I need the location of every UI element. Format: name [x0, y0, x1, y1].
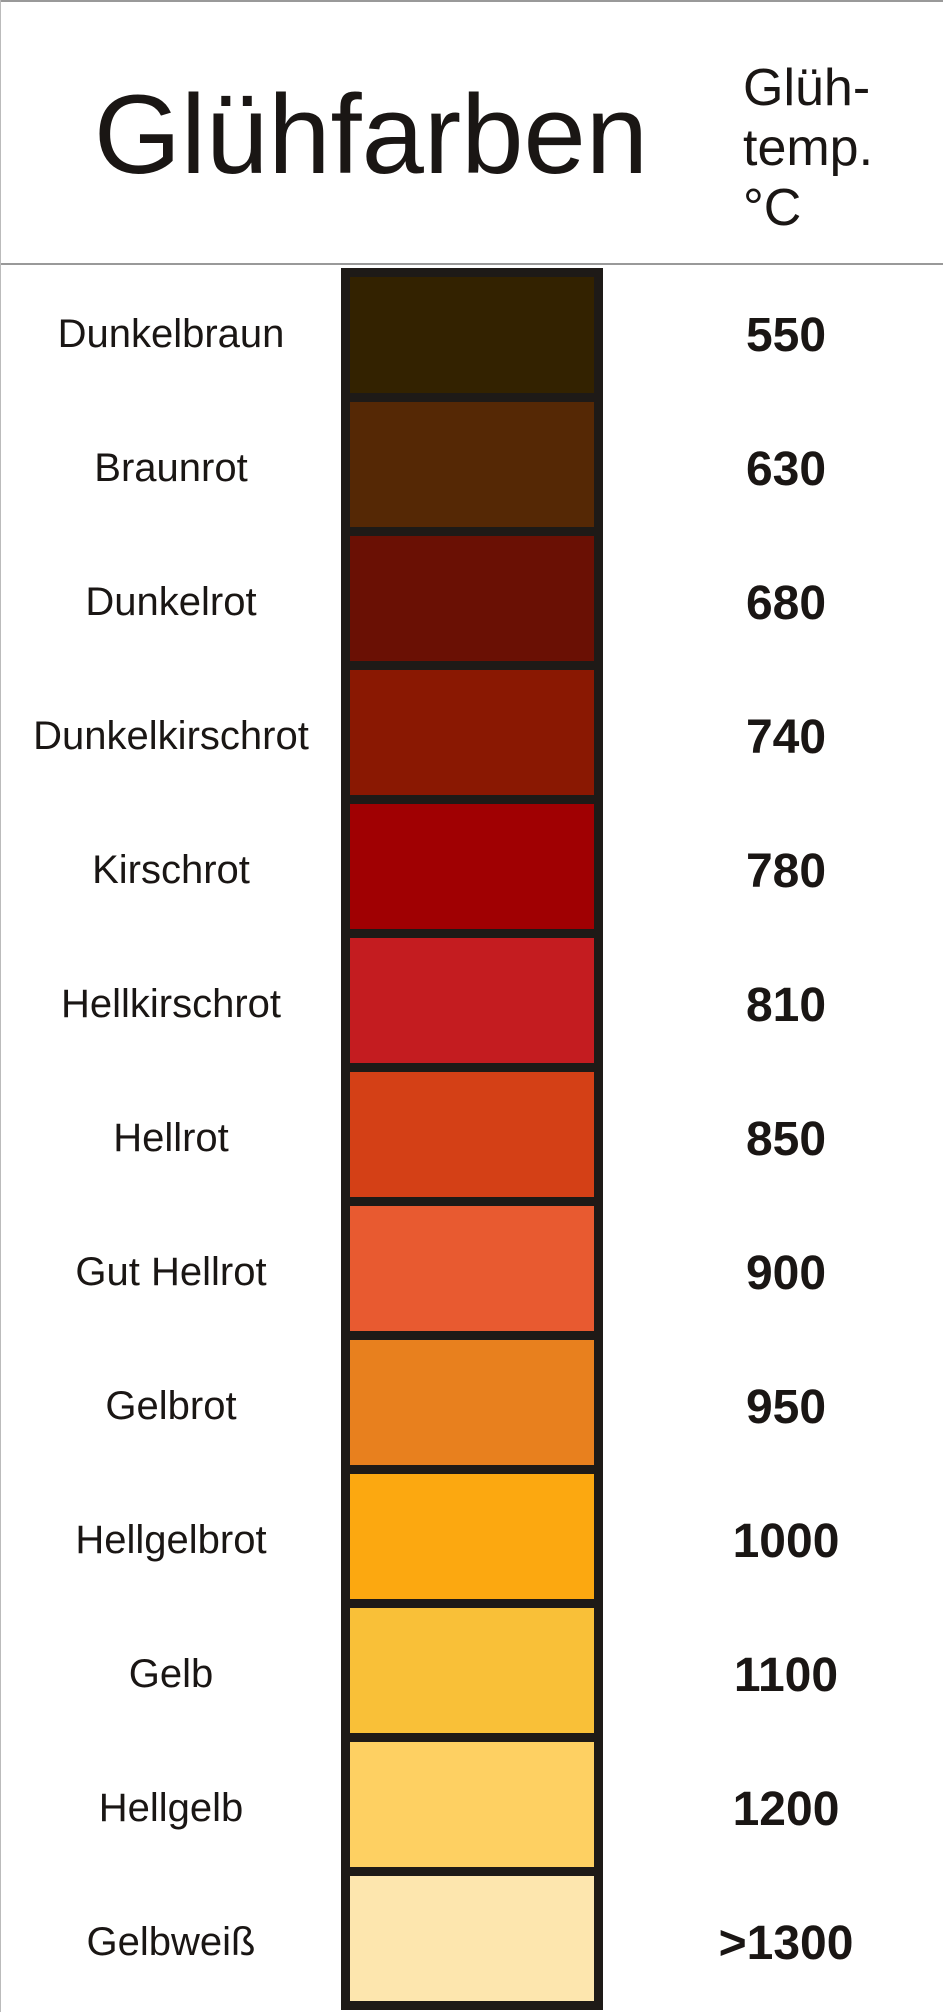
- header-divider: [1, 263, 943, 265]
- color-name: Dunkelkirschrot: [33, 714, 309, 758]
- color-name: Braunrot: [94, 446, 248, 490]
- color-swatch: [341, 536, 603, 670]
- color-name: Hellgelb: [98, 1786, 244, 1830]
- temperature-value: 550: [745, 309, 827, 362]
- table-row: Kirschrot 780: [1, 804, 943, 938]
- table-row: Hellkirschrot 810: [1, 938, 943, 1072]
- chart-title: Glühfarben: [93, 72, 649, 197]
- header-line: Glüh-: [743, 59, 871, 117]
- color-swatch: [341, 938, 603, 1072]
- temperature-column-header: Glüh- temp. °C: [743, 58, 873, 238]
- temperature-value: 780: [745, 845, 827, 898]
- table-row: Hellgelbrot 1000: [1, 1474, 943, 1608]
- color-name: Gelb: [128, 1652, 214, 1696]
- table-row: Braunrot 630: [1, 402, 943, 536]
- color-swatch: [341, 1742, 603, 1876]
- temperature-value: 740: [745, 711, 827, 764]
- color-swatch: [341, 268, 603, 402]
- color-swatch: [341, 1340, 603, 1474]
- temperature-value: 900: [745, 1247, 827, 1300]
- color-name: Kirschrot: [92, 848, 250, 892]
- temperature-value: 950: [745, 1381, 827, 1434]
- table-row: Gelb 1100: [1, 1608, 943, 1742]
- color-swatch: [341, 804, 603, 938]
- temperature-value: >1300: [718, 1917, 854, 1970]
- color-name: Dunkelrot: [85, 580, 257, 624]
- color-swatch: [341, 402, 603, 536]
- table-row: Dunkelkirschrot 740: [1, 670, 943, 804]
- table-row: Hellgelb 1200: [1, 1742, 943, 1876]
- color-name: Hellrot: [113, 1116, 229, 1160]
- temperature-value: 1100: [733, 1649, 839, 1702]
- temperature-value: 680: [745, 577, 827, 630]
- temperature-value: 1000: [732, 1515, 840, 1568]
- table-row: Dunkelrot 680: [1, 536, 943, 670]
- header-line: temp.: [743, 119, 874, 177]
- table-row: Hellrot 850: [1, 1072, 943, 1206]
- color-name: Gut Hellrot: [75, 1250, 267, 1294]
- temperature-value: 810: [745, 979, 827, 1032]
- color-name: Gelbrot: [105, 1384, 237, 1428]
- temperature-value: 850: [745, 1113, 827, 1166]
- color-name: Hellkirschrot: [60, 982, 282, 1026]
- table-row: Gelbrot 950: [1, 1340, 943, 1474]
- color-swatch: [341, 670, 603, 804]
- color-name: Gelbweiß: [86, 1920, 256, 1964]
- table-row: Gelbweiß >1300: [1, 1876, 943, 2010]
- color-swatch: [341, 1608, 603, 1742]
- temperature-value: 630: [745, 443, 827, 496]
- color-swatch: [341, 1474, 603, 1608]
- color-swatch: [341, 1072, 603, 1206]
- header-line: °C: [743, 179, 802, 237]
- color-name: Dunkelbraun: [57, 312, 285, 356]
- temperature-value: 1200: [732, 1783, 840, 1836]
- color-swatch: [341, 1206, 603, 1340]
- color-name: Hellgelbrot: [75, 1518, 267, 1562]
- top-border: [1, 0, 943, 2]
- color-swatch: [341, 1876, 603, 2010]
- table-row: Gut Hellrot 900: [1, 1206, 943, 1340]
- table-row: Dunkelbraun 550: [1, 268, 943, 402]
